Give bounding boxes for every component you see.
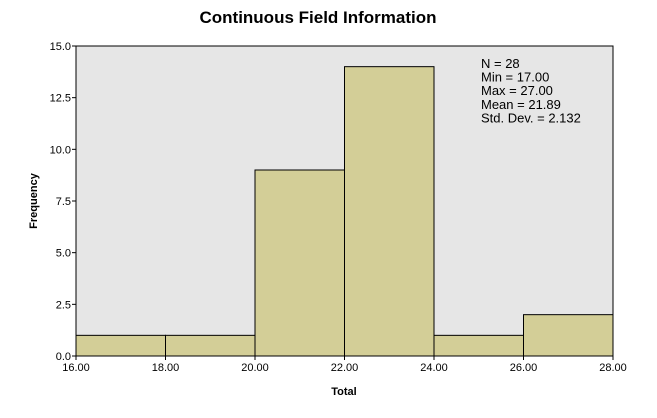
y-tick-label: 7.5 [56, 196, 71, 208]
stats-line: N = 28 [481, 56, 520, 71]
y-axis-ticks: 0.0 2.5 5.0 7.5 10.0 12.5 15.0 [50, 41, 76, 363]
stats-line: Max = 27.00 [481, 83, 553, 98]
y-tick-label: 2.5 [56, 299, 71, 311]
histogram-bar-6 [523, 314, 614, 357]
x-tick-label: 16.00 [62, 362, 90, 374]
x-tick-label: 26.00 [510, 362, 538, 374]
y-tick-label: 15.0 [50, 41, 71, 53]
stats-line: Std. Dev. = 2.132 [481, 110, 581, 125]
x-axis-title: Total [331, 386, 356, 398]
histogram-bar-4 [344, 66, 435, 357]
y-tick-label: 5.0 [56, 248, 71, 260]
x-tick-label: 18.00 [152, 362, 180, 374]
histogram-bar-5 [433, 334, 524, 357]
x-tick-label: 20.00 [241, 362, 269, 374]
histogram-bar-3 [254, 169, 345, 357]
x-tick-label: 28.00 [599, 362, 627, 374]
histogram-bar-2 [165, 334, 256, 357]
y-axis-title: Frequency [28, 172, 40, 229]
bars-group [75, 66, 614, 357]
x-axis-ticks: 16.00 18.00 20.00 22.00 24.00 26.00 28.00 [62, 356, 627, 374]
histogram-bar-1 [75, 334, 166, 357]
stats-line: Mean = 21.89 [481, 97, 561, 112]
y-tick-label: 0.0 [56, 351, 71, 363]
stats-line: Min = 17.00 [481, 70, 549, 85]
chart-title: Continuous Field Information [199, 8, 436, 27]
y-tick-label: 10.0 [50, 144, 71, 156]
y-tick-label: 12.5 [50, 93, 71, 105]
x-tick-label: 22.00 [331, 362, 359, 374]
x-tick-label: 24.00 [420, 362, 448, 374]
